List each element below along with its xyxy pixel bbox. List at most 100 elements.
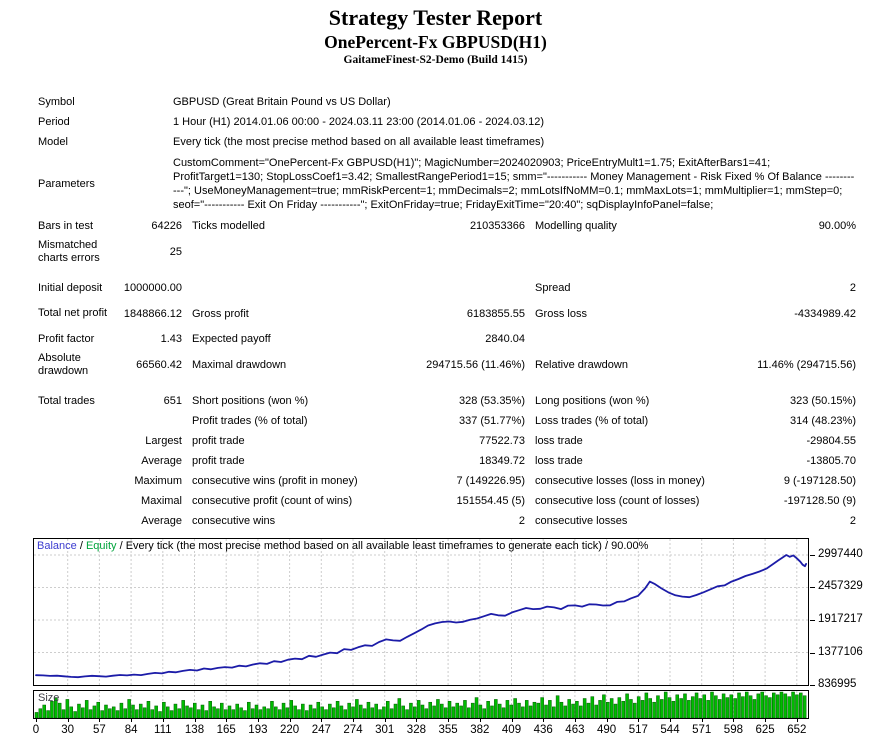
size-bar: [258, 709, 263, 718]
size-bar: [613, 703, 618, 718]
size-bar: [799, 692, 803, 718]
table-row: Initial deposit 1000000.00 Spread 2: [38, 278, 856, 298]
legend-description: Every tick (the most precise method base…: [125, 540, 649, 552]
size-bar: [146, 701, 151, 718]
size-chart: Size: [33, 690, 809, 719]
size-bar: [312, 708, 317, 718]
table-row: Mismatched charts errors 25: [38, 236, 856, 267]
table-row: Largest profit trade 77522.73 loss trade -29…: [38, 431, 856, 451]
size-bar: [528, 705, 533, 718]
stat-pair: Maximal: [38, 495, 182, 507]
stat-pair: loss trade -13805.70: [535, 455, 856, 467]
size-bar: [598, 700, 602, 718]
y-axis-label: 1917217: [818, 613, 863, 625]
size-bar: [490, 705, 494, 718]
y-axis-label: 2457329: [818, 580, 863, 593]
stat-value: 651: [163, 395, 182, 407]
size-bar: [343, 709, 348, 718]
table-row: Absolute drawdown 66560.42 Maximal drawdow…: [38, 349, 856, 380]
size-bar: [567, 699, 571, 718]
size-bar: [362, 708, 367, 718]
x-axis-label: 301: [375, 724, 395, 736]
table-row: Model Every tick (the most precise method…: [38, 132, 856, 152]
size-bar: [524, 700, 529, 718]
size-bar: [748, 695, 753, 718]
balance-chart: Balance / Equity / Every tick (the most …: [33, 538, 809, 686]
size-bar: [609, 698, 614, 718]
stat-value: 2: [849, 282, 856, 294]
size-bar: [482, 708, 487, 718]
x-axis-label: 57: [92, 724, 106, 736]
size-bar: [393, 703, 398, 718]
size-bar: [470, 702, 475, 718]
size-bar: [262, 706, 266, 718]
stat-label: profit trade: [192, 455, 245, 467]
server-build-info: GaitameFinest-S2-Demo (Build 1415): [343, 54, 528, 66]
stat-value: Maximal: [141, 495, 182, 507]
size-bar: [247, 701, 251, 718]
size-bar: [459, 705, 463, 718]
stat-pair: consecutive losses 2: [535, 515, 856, 527]
stat-pair: consecutive losses (loss in money) 9 (-19…: [535, 475, 856, 487]
table-row: Symbol GBPUSD (Great Britain Pound vs US …: [38, 92, 856, 112]
size-bar: [594, 704, 598, 718]
size-bar: [77, 703, 81, 718]
size-bar: [123, 708, 128, 718]
stat-pair: consecutive wins (profit in money) 7 (149…: [192, 475, 525, 487]
size-bar: [162, 701, 166, 718]
stat-label: Relative drawdown: [535, 358, 628, 371]
size-bar: [119, 702, 124, 718]
size-bar: [227, 705, 232, 718]
size-bar: [173, 703, 178, 718]
stat-pair: consecutive wins 2: [192, 515, 525, 527]
x-axis-tick: [321, 719, 323, 722]
stat-value: 2: [849, 515, 856, 527]
size-bar: [154, 705, 158, 718]
size-bar: [652, 701, 656, 718]
stat-value: Maximum: [134, 475, 182, 487]
size-bar: [436, 699, 440, 718]
x-axis-label: 111: [154, 724, 172, 736]
stat-value: 11.46% (294715.56): [757, 358, 856, 371]
stat-pair: Expected payoff 2840.04: [192, 333, 525, 345]
size-bar: [351, 706, 355, 718]
stat-value: 1.43: [160, 333, 182, 345]
size-bar: [270, 701, 274, 718]
stat-value: 6183855.55: [466, 307, 525, 320]
stat-label: Profit factor: [38, 332, 95, 345]
table-row: Profit factor 1.43 Expected payoff 2840.04: [38, 329, 856, 349]
size-bar: [386, 701, 390, 718]
x-axis-tick: [543, 719, 545, 722]
x-axis-label: 571: [692, 724, 712, 736]
stat-label: Profit trades (% of total): [192, 415, 308, 427]
stat-pair: Maximum: [38, 475, 182, 487]
strategy-name: OnePercent-Fx GBPUSD(H1): [324, 32, 547, 52]
size-bar: [131, 704, 135, 718]
size-bar: [335, 701, 340, 718]
balance-chart-canvas: [34, 539, 808, 685]
row-value: GBPUSD (Great Britain Pound vs US Dollar…: [173, 96, 391, 108]
y-axis-tick: [810, 685, 815, 686]
size-bar: [208, 701, 212, 718]
stat-label: Spread: [535, 282, 571, 294]
y-axis-label: 2997440: [818, 548, 863, 560]
stat-label: consecutive losses: [535, 515, 628, 527]
size-bar: [440, 703, 444, 718]
x-axis-tick: [448, 719, 450, 722]
size-bar: [760, 691, 764, 718]
size-bar: [775, 694, 780, 718]
x-axis-label: 490: [597, 724, 617, 736]
size-bar: [420, 704, 425, 718]
stat-pair: profit trade 18349.72: [192, 455, 525, 467]
size-bar: [733, 698, 737, 718]
size-bar: [579, 705, 583, 718]
x-axis-labels: 0 30 57 84 111 138 165 193 220 247 274 301 328 355 382…: [33, 724, 833, 738]
stat-value: 64226: [151, 220, 182, 232]
stat-label: Long positions (won %): [535, 395, 650, 407]
size-bar: [729, 694, 734, 718]
size-bar: [532, 701, 537, 718]
size-bar: [347, 702, 351, 718]
size-bar: [38, 708, 43, 718]
size-bar: [741, 696, 745, 718]
x-axis-label: 274: [343, 724, 363, 736]
